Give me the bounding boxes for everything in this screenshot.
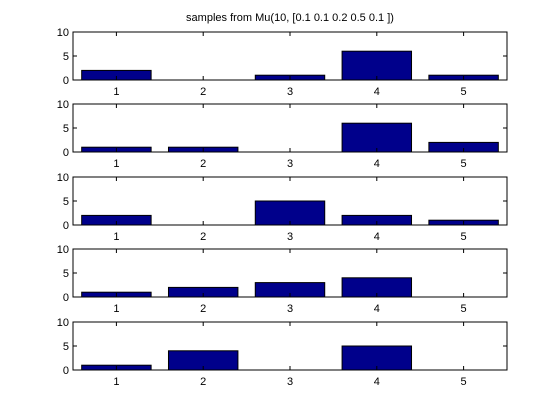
x-tick-label: 4 (374, 376, 380, 388)
x-tick-label: 2 (200, 376, 206, 388)
x-tick-label: 2 (200, 231, 206, 243)
y-tick-label: 10 (57, 172, 69, 184)
subplot-4: 0 5 10 1 2 3 4 5 (57, 244, 508, 315)
x-tick-label: 5 (461, 86, 467, 98)
subplot-2: 0 5 10 1 2 3 4 5 (57, 99, 508, 170)
x-tick-label: 3 (287, 231, 293, 243)
x-tick-label: 1 (113, 303, 119, 315)
x-tick-label: 1 (113, 376, 119, 388)
y-tick-label: 0 (63, 75, 69, 87)
y-tick-label: 10 (57, 244, 69, 256)
x-tick-label: 2 (200, 303, 206, 315)
x-tick-label: 3 (287, 86, 293, 98)
x-tick-label: 3 (287, 376, 293, 388)
x-tick-label: 2 (200, 158, 206, 170)
x-tick-label: 5 (461, 303, 467, 315)
axes-frame (72, 321, 508, 371)
y-tick-label: 0 (63, 292, 69, 304)
x-tick-label: 5 (461, 376, 467, 388)
x-tick-label: 3 (287, 303, 293, 315)
x-tick-label: 5 (461, 158, 467, 170)
y-tick-label: 0 (63, 147, 69, 159)
subplot-5: 0 5 10 1 2 3 4 5 (57, 317, 508, 388)
y-tick-label: 10 (57, 99, 69, 111)
y-tick-label: 10 (57, 317, 69, 329)
bar-1-4 (341, 50, 413, 81)
x-tick-label: 1 (113, 231, 119, 243)
x-tick-label: 2 (200, 86, 206, 98)
x-tick-label: 4 (374, 86, 380, 98)
subplot-3: 0 5 10 1 2 3 4 5 (57, 172, 508, 243)
y-tick-label: 5 (63, 51, 69, 63)
y-tick-label: 5 (63, 196, 69, 208)
x-tick-label: 4 (374, 158, 380, 170)
x-tick-label: 3 (287, 158, 293, 170)
subplot-1: 0 5 10 1 2 3 4 5 (57, 27, 508, 98)
y-tick-label: 0 (63, 220, 69, 232)
x-tick-label: 1 (113, 86, 119, 98)
bar-2-4 (341, 122, 413, 153)
y-tick-label: 5 (63, 123, 69, 135)
y-tick-label: 0 (63, 365, 69, 377)
x-tick-label: 4 (374, 231, 380, 243)
y-tick-label: 5 (63, 341, 69, 353)
x-tick-label: 5 (461, 231, 467, 243)
y-tick-label: 5 (63, 268, 69, 280)
x-tick-label: 1 (113, 158, 119, 170)
y-tick-label: 10 (57, 27, 69, 39)
chart-title: samples from Mu(10, [0.1 0.1 0.2 0.5 0.1… (186, 12, 394, 24)
x-tick-label: 4 (374, 303, 380, 315)
